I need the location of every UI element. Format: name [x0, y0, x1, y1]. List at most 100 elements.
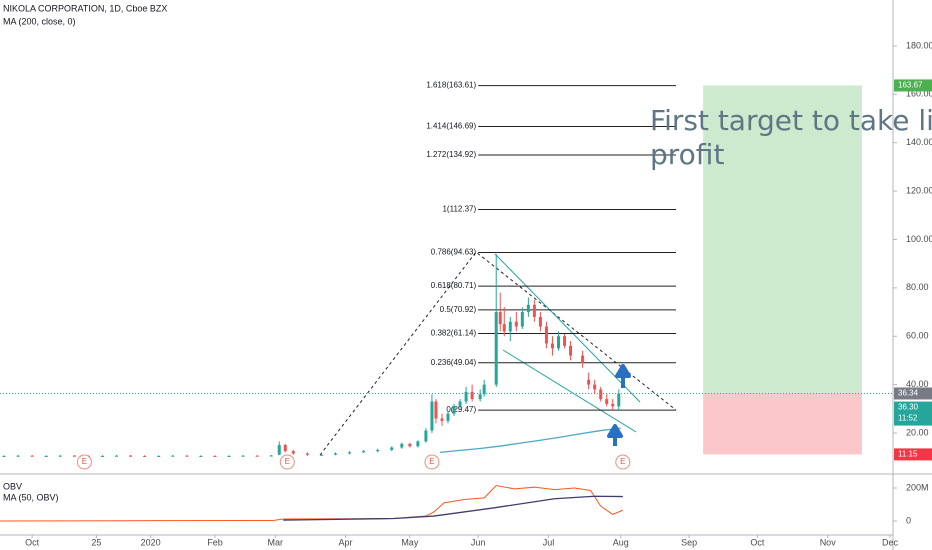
arrow-up [607, 424, 623, 446]
candle-body [143, 455, 147, 457]
candle-body [514, 321, 518, 327]
candle-body [593, 384, 597, 390]
candle-body [430, 401, 434, 431]
fib-label: 0.5(70.92) [440, 305, 477, 314]
candle-body [557, 336, 561, 349]
last-price-tag [894, 401, 932, 426]
price-tag-label: 163.67 [898, 81, 923, 90]
candle-body [58, 455, 62, 457]
fib-label: 0.786(94.63) [431, 248, 477, 257]
x-tick-label: Dec [882, 537, 899, 547]
y-tick-label: 20.00 [906, 427, 929, 437]
candle-body [470, 391, 474, 400]
candle-body [581, 355, 585, 363]
earnings-label: E [429, 457, 434, 466]
candle-body [305, 453, 309, 455]
candle-body [569, 345, 573, 356]
earnings-marker [615, 454, 631, 470]
fib-label: 0.618(80.71) [431, 281, 477, 290]
candle-body [291, 451, 295, 454]
fib-label: 1(112.37) [442, 205, 476, 214]
candle-body [390, 447, 394, 450]
candle-body [408, 443, 412, 447]
obv-y-tick-label: 0 [906, 515, 911, 525]
candle-body [563, 336, 567, 346]
candle-body [611, 403, 615, 407]
candle-body [129, 455, 133, 457]
candle-body [458, 401, 462, 407]
earnings-label: E [82, 457, 87, 466]
earnings-marker [76, 454, 92, 470]
price-tag [894, 387, 932, 400]
x-tick-label: Jul [543, 537, 555, 547]
candle-body [44, 455, 48, 457]
annotation: profit [650, 138, 724, 171]
earnings-marker [424, 454, 440, 470]
price-tag-label: 11.15 [898, 450, 918, 459]
candle-body [605, 399, 609, 404]
x-tick-label: Nov [820, 537, 837, 547]
candle-body [171, 455, 175, 457]
obv-ma-label: MA (50, OBV) [3, 492, 59, 502]
position-layer [0, 85, 893, 455]
x-tick-label: Apr [339, 537, 353, 547]
candle-body [482, 384, 486, 395]
candle-body [440, 418, 444, 421]
candle-body [2, 455, 6, 457]
candle-body [617, 393, 621, 407]
price-tag-label: 36.34 [898, 389, 919, 398]
y-tick-label: 80.00 [906, 282, 929, 292]
x-tick-label: Mar [267, 537, 283, 547]
ma-line [439, 427, 621, 453]
annotation: First target to take little [650, 104, 932, 137]
obv-ma-line [283, 495, 623, 521]
x-tick-label: Feb [207, 537, 223, 547]
fib-label: 0.236(49.04) [431, 358, 477, 367]
candle-body [532, 304, 536, 317]
x-tick-label: 2020 [141, 537, 161, 547]
candle-body [599, 389, 603, 400]
x-tick-label: May [401, 537, 419, 547]
candle-body [199, 455, 203, 457]
price-tag [894, 79, 932, 92]
x-tick-label: Aug [613, 537, 629, 547]
y-tick-label: 140.00 [906, 137, 932, 147]
x-tick-label: Sep [681, 537, 697, 547]
candle-body [452, 406, 456, 414]
candle-body [115, 455, 119, 457]
obv-y-tick-label: 200M [906, 482, 929, 492]
main-pane: 1.618(163.61) 1.414(146.69) 1.272(134.92) 1… [2, 81, 932, 470]
earnings-label: E [285, 457, 290, 466]
x-tick-label: Jun [471, 537, 486, 547]
loss-zone [703, 393, 862, 455]
candle-body [72, 455, 76, 457]
candle-body [498, 312, 502, 325]
candle-body [550, 343, 554, 349]
x-tick-label: Oct [750, 537, 765, 547]
y-tick-label: 120.00 [906, 185, 932, 195]
candle-body [508, 321, 512, 332]
candle-body [334, 453, 338, 455]
countdown: 11:52 [898, 414, 918, 423]
candle-body [544, 326, 548, 344]
profit-zone [703, 85, 862, 394]
candle-body [213, 455, 217, 457]
x-tick-label: Oct [25, 537, 40, 547]
candle-body [587, 379, 591, 385]
fib-label: 0.382(61.14) [431, 329, 477, 338]
candle-body [185, 455, 189, 457]
y-tick-label: 100.00 [906, 234, 932, 244]
y-tick-label: 60.00 [906, 331, 929, 341]
fib-label: 1.618(163.61) [426, 81, 476, 90]
candle-body [241, 455, 245, 457]
chart-title: NIKOLA CORPORATION, 1D, Cboe BZX [3, 3, 167, 13]
candle-body [502, 324, 506, 332]
candle-body [520, 312, 524, 327]
x-tick-label: 25 [91, 537, 101, 547]
candle-body [277, 445, 281, 455]
candle-body [478, 394, 482, 400]
arrow-up [615, 364, 631, 388]
earnings-marker [279, 454, 295, 470]
